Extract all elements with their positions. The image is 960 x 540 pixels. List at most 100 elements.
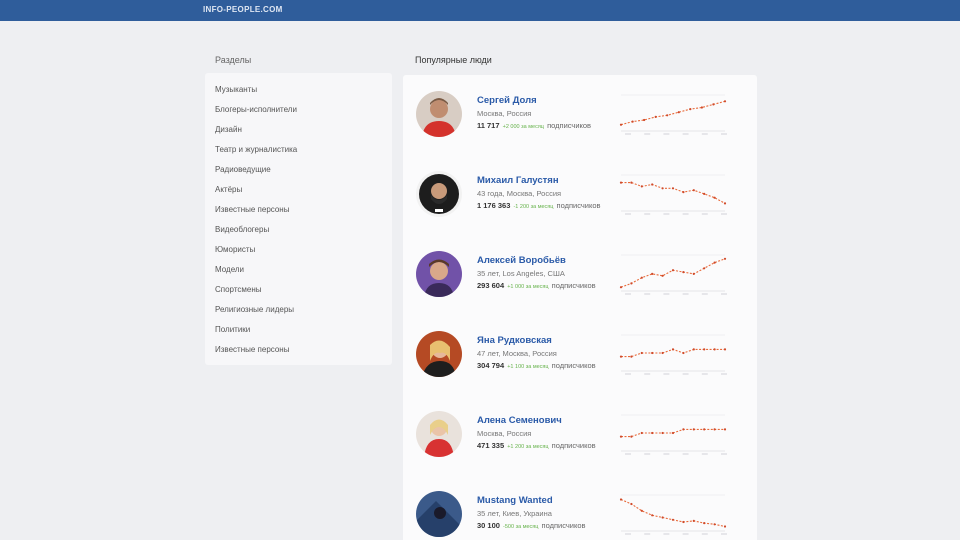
- person-location: Москва, Россия: [477, 429, 532, 438]
- trend-point: [671, 269, 675, 272]
- sidebar-item-other[interactable]: Известные персоны: [215, 345, 290, 354]
- sidebar-item-design[interactable]: Дизайн: [215, 125, 242, 134]
- trend-point: [723, 257, 727, 260]
- follower-trend-chart: [619, 94, 727, 135]
- trend-point: [723, 202, 727, 205]
- page-title: Популярные люди: [415, 55, 492, 65]
- person-name[interactable]: Алена Семенович: [477, 415, 562, 426]
- person-location: 35 лет, Киев, Украина: [477, 509, 552, 518]
- person-stats: 30 100 -500 за месяц подписчиков: [477, 521, 586, 530]
- person-name[interactable]: Алексей Воробьёв: [477, 255, 566, 266]
- follower-delta: -1 200 за месяц: [513, 204, 554, 210]
- sidebar-item-comedians[interactable]: Юмористы: [215, 245, 256, 254]
- trend-point: [671, 348, 675, 351]
- person-card: Михаил Галустян 43 года, Москва, Россия …: [403, 155, 757, 225]
- person-location: 43 года, Москва, Россия: [477, 189, 562, 198]
- follower-delta: +1 000 за месяц: [507, 284, 549, 290]
- follower-count: 293 604: [477, 281, 505, 290]
- trend-point: [713, 428, 716, 431]
- avatar[interactable]: [416, 251, 462, 297]
- trend-point: [677, 111, 680, 114]
- person-stats: 1 176 363 -1 200 за месяц подписчиков: [477, 201, 601, 210]
- follower-unit: подписчиков: [547, 121, 592, 130]
- sidebar-item-models[interactable]: Модели: [215, 265, 245, 274]
- follower-trend-chart: [619, 174, 727, 215]
- trend-point: [692, 428, 695, 431]
- trend-point: [713, 261, 716, 264]
- trend-point: [661, 187, 664, 190]
- person-location: 47 лет, Москва, Россия: [477, 349, 557, 358]
- trend-point: [651, 514, 654, 517]
- avatar[interactable]: [416, 331, 462, 377]
- sidebar-item-famous[interactable]: Известные персоны: [215, 205, 290, 214]
- sidebar-item-performers[interactable]: Блогеры-исполнители: [215, 105, 297, 114]
- sidebar-list: Музыканты Блогеры-исполнители Дизайн Теа…: [205, 73, 392, 365]
- trend-point: [630, 282, 633, 285]
- follower-delta: +1 100 за месяц: [507, 364, 549, 370]
- trend-point: [671, 187, 675, 190]
- person-card: Алена Семенович Москва, Россия 471 335 +…: [403, 395, 757, 465]
- trend-point: [723, 100, 727, 103]
- sidebar-item-radio[interactable]: Радиоведущие: [215, 165, 271, 174]
- follower-trend-chart: [619, 494, 727, 535]
- trend-line: [620, 100, 726, 126]
- trend-point: [703, 192, 706, 195]
- follower-unit: подписчиков: [551, 361, 596, 370]
- trend-point: [682, 351, 685, 355]
- sidebar-item-musicians[interactable]: Музыканты: [215, 85, 258, 94]
- trend-point: [692, 519, 695, 522]
- avatar[interactable]: [416, 91, 462, 137]
- trend-point: [723, 525, 727, 528]
- follower-delta: -500 за месяц: [503, 524, 539, 530]
- trend-point: [661, 516, 664, 519]
- trend-point: [640, 185, 643, 188]
- person-card: Сергей Доля Москва, Россия 11 717 +2 000…: [403, 75, 757, 145]
- follower-count: 1 176 363: [477, 201, 511, 210]
- trend-point: [682, 520, 685, 524]
- trend-point: [661, 431, 664, 435]
- trend-point: [703, 348, 706, 351]
- follower-count: 30 100: [477, 521, 500, 530]
- site-logo[interactable]: INFO-PEOPLE.COM: [203, 5, 283, 14]
- trend-point: [630, 181, 633, 184]
- trend-point: [692, 348, 695, 351]
- person-card: Алексей Воробьёв 35 лет, Los Angeles, СШ…: [403, 235, 757, 305]
- person-stats: 293 604 +1 000 за месяц подписчиков: [477, 281, 596, 290]
- trend-point: [630, 355, 633, 358]
- sidebar-item-politicians[interactable]: Политики: [215, 325, 251, 334]
- avatar[interactable]: [416, 411, 462, 457]
- sidebar-item-religious[interactable]: Религиозные лидеры: [215, 305, 295, 314]
- follower-unit: подписчиков: [551, 281, 596, 290]
- follower-trend-chart: [619, 334, 727, 375]
- follower-count: 471 335: [477, 441, 505, 450]
- trend-point: [651, 272, 654, 275]
- sidebar-item-videobloggers[interactable]: Видеоблогеры: [215, 225, 270, 234]
- trend-point: [619, 435, 623, 438]
- trend-point: [692, 189, 695, 192]
- avatar[interactable]: [416, 491, 462, 537]
- person-name[interactable]: Сергей Доля: [477, 95, 537, 106]
- person-stats: 471 335 +1 200 за месяц подписчиков: [477, 441, 596, 450]
- person-name[interactable]: Яна Рудковская: [477, 335, 552, 346]
- avatar[interactable]: [416, 171, 462, 217]
- trend-point: [682, 271, 685, 274]
- trend-line: [621, 182, 726, 204]
- follower-unit: подписчиков: [551, 441, 596, 450]
- sidebar-item-actors[interactable]: Актёры: [215, 185, 243, 194]
- person-card: Mustang Wanted 35 лет, Киев, Украина 30 …: [403, 475, 757, 540]
- follower-delta: +2 000 за месяц: [502, 124, 544, 130]
- person-stats: 11 717 +2 000 за месяц подписчиков: [477, 121, 591, 130]
- trend-point: [640, 431, 643, 435]
- follower-delta: +1 200 за месяц: [507, 444, 549, 450]
- person-name[interactable]: Михаил Галустян: [477, 175, 559, 186]
- person-name[interactable]: Mustang Wanted: [477, 495, 553, 506]
- trend-point: [619, 355, 623, 358]
- trend-point: [682, 428, 685, 431]
- trend-point: [651, 183, 654, 186]
- sidebar-item-theatre[interactable]: Театр и журналистика: [215, 145, 298, 154]
- trend-point: [713, 523, 716, 526]
- trend-point: [703, 267, 706, 270]
- sidebar-item-athletes[interactable]: Спортсмены: [215, 285, 262, 294]
- follower-count: 11 717: [477, 121, 500, 130]
- trend-point: [651, 351, 654, 355]
